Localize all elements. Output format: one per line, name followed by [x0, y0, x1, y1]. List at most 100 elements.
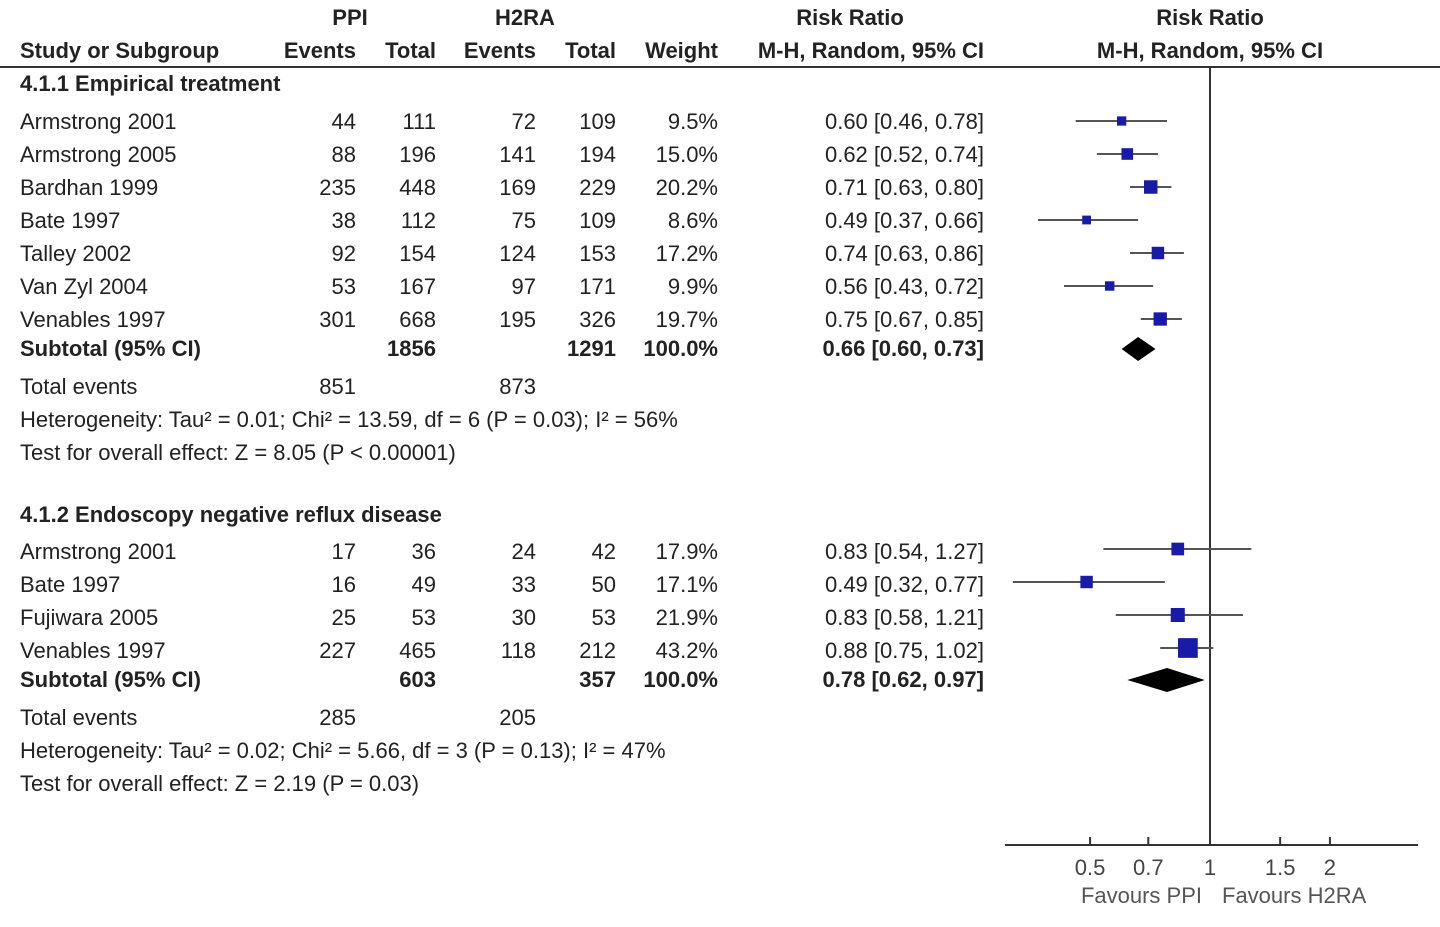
events-ppi: 301	[319, 307, 356, 332]
subtotal-weight: 100.0%	[643, 336, 718, 361]
total-h2ra: 326	[579, 307, 616, 332]
study-name: Armstrong 2001	[20, 109, 177, 134]
events-ppi: 92	[331, 241, 356, 266]
point-estimate-square	[1117, 116, 1127, 126]
events-h2ra: 72	[511, 109, 536, 134]
favours-left-label: Favours PPI	[1081, 883, 1202, 908]
total-h2ra: 212	[579, 638, 616, 663]
study-name: Bate 1997	[20, 208, 121, 233]
events-h2ra: 75	[511, 208, 536, 233]
study-name: Venables 1997	[20, 307, 166, 332]
x-tick-label: 1	[1204, 855, 1216, 880]
events-h2ra: 195	[499, 307, 536, 332]
overall-effect-text: Test for overall effect: Z = 2.19 (P = 0…	[20, 771, 420, 796]
study-name: Bate 1997	[20, 572, 121, 597]
col-events1-header: Events	[283, 38, 356, 63]
weight: 8.6%	[667, 208, 718, 233]
total-events-label: Total events	[20, 374, 138, 399]
total-events-h2ra: 205	[499, 705, 536, 730]
weight: 17.2%	[655, 241, 718, 266]
events-h2ra: 169	[499, 175, 536, 200]
total-ppi: 154	[399, 241, 436, 266]
risk-ratio-ci: 0.60 [0.46, 0.78]	[824, 109, 984, 134]
risk-ratio-ci: 0.71 [0.63, 0.80]	[824, 175, 984, 200]
subgroup-title: 4.1.1 Empirical treatment	[20, 71, 281, 96]
total-events-ppi: 285	[319, 705, 356, 730]
events-ppi: 16	[331, 572, 356, 597]
events-ppi: 227	[319, 638, 356, 663]
total-ppi: 111	[402, 109, 436, 134]
total-h2ra: 229	[579, 175, 616, 200]
subtotal-ci: 0.66 [0.60, 0.73]	[822, 336, 984, 361]
total-h2ra: 153	[579, 241, 616, 266]
point-estimate-square	[1151, 246, 1165, 260]
weight: 9.9%	[667, 274, 718, 299]
point-estimate-square	[1153, 312, 1167, 326]
total-ppi: 465	[399, 638, 436, 663]
point-estimate-square	[1144, 180, 1158, 194]
x-tick-label: 0.5	[1075, 855, 1106, 880]
header-rule	[0, 66, 1440, 68]
risk-ratio-ci: 0.56 [0.43, 0.72]	[824, 274, 984, 299]
overall-effect-text: Test for overall effect: Z = 8.05 (P < 0…	[20, 440, 456, 465]
x-tick-label: 1.5	[1265, 855, 1296, 880]
weight: 21.9%	[655, 605, 718, 630]
events-h2ra: 30	[511, 605, 536, 630]
total-h2ra: 109	[579, 208, 616, 233]
risk-ratio-ci: 0.62 [0.52, 0.74]	[824, 142, 984, 167]
events-h2ra: 141	[499, 142, 536, 167]
subtotal-label: Subtotal (95% CI)	[20, 667, 201, 692]
weight: 19.7%	[655, 307, 718, 332]
weight: 17.9%	[655, 539, 718, 564]
point-estimate-square	[1171, 542, 1185, 556]
heterogeneity-text: Heterogeneity: Tau² = 0.01; Chi² = 13.59…	[20, 407, 678, 432]
study-name: Armstrong 2005	[20, 142, 177, 167]
risk-ratio-ci: 0.83 [0.58, 1.21]	[824, 605, 984, 630]
total-ppi: 668	[399, 307, 436, 332]
col-ci-header: M-H, Random, 95% CI	[757, 38, 984, 63]
total-ppi: 167	[399, 274, 436, 299]
subgroup-title: 4.1.2 Endoscopy negative reflux disease	[20, 502, 442, 527]
subtotal-total-ppi: 1856	[387, 336, 436, 361]
weight: 43.2%	[655, 638, 718, 663]
subtotal-diamond	[1121, 337, 1156, 361]
total-ppi: 36	[411, 539, 436, 564]
risk-ratio-title: Risk Ratio	[796, 5, 904, 30]
events-h2ra: 124	[499, 241, 536, 266]
risk-ratio-ci: 0.88 [0.75, 1.02]	[824, 638, 984, 663]
total-ppi: 112	[400, 208, 436, 233]
total-h2ra: 194	[579, 142, 616, 167]
plot-ci-header: M-H, Random, 95% CI	[1096, 38, 1324, 63]
study-name: Talley 2002	[20, 241, 132, 266]
total-h2ra: 42	[591, 539, 616, 564]
point-estimate-square	[1080, 575, 1093, 589]
events-ppi: 235	[319, 175, 356, 200]
risk-ratio-ci: 0.83 [0.54, 1.27]	[824, 539, 984, 564]
study-name: Van Zyl 2004	[20, 274, 149, 299]
total-ppi: 53	[411, 605, 436, 630]
risk-ratio-ci: 0.74 [0.63, 0.86]	[824, 241, 984, 266]
col-events2-header: Events	[463, 38, 536, 63]
col-weight-header: Weight	[645, 38, 718, 63]
heterogeneity-text: Heterogeneity: Tau² = 0.02; Chi² = 5.66,…	[20, 738, 666, 763]
total-events-ppi: 851	[319, 374, 356, 399]
study-name: Armstrong 2001	[20, 539, 177, 564]
events-ppi: 17	[331, 539, 356, 564]
subtotal-total-ppi: 603	[399, 667, 436, 692]
events-ppi: 38	[331, 208, 356, 233]
events-ppi: 25	[331, 605, 356, 630]
x-tick-label: 0.7	[1133, 855, 1164, 880]
weight: 17.1%	[655, 572, 718, 597]
group2-header: H2RA	[495, 5, 555, 30]
point-estimate-square	[1178, 638, 1198, 658]
events-h2ra: 33	[511, 572, 536, 597]
subtotal-diamond	[1127, 668, 1205, 692]
risk-ratio-ci: 0.49 [0.37, 0.66]	[824, 208, 984, 233]
col-study-header: Study or Subgroup	[20, 38, 220, 63]
events-h2ra: 97	[511, 274, 536, 299]
total-events-label: Total events	[20, 705, 138, 730]
point-estimate-square	[1104, 281, 1115, 291]
events-ppi: 53	[331, 274, 356, 299]
events-h2ra: 118	[500, 638, 536, 663]
